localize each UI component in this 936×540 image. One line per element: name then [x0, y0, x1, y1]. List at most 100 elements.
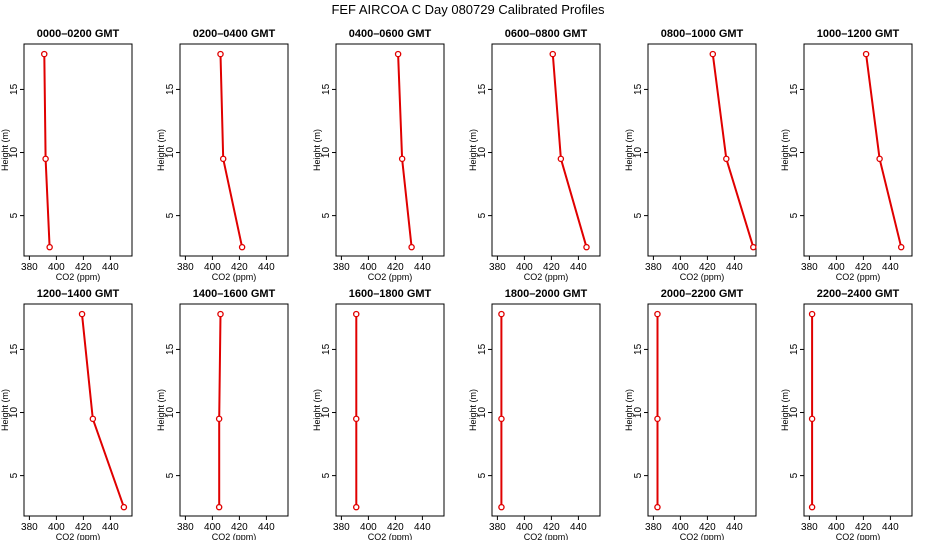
- y-tick-label: 15: [477, 83, 488, 95]
- plot-frame: [491, 303, 601, 517]
- data-point: [215, 415, 223, 423]
- x-tick-label: 380: [177, 522, 194, 533]
- y-tick-label: 10: [9, 147, 20, 159]
- y-tick-label: 10: [165, 147, 176, 159]
- data-point: [723, 155, 730, 163]
- x-tick-label: 400: [360, 262, 377, 273]
- data-point: [217, 310, 224, 318]
- panel-title: 0200–0400 GMT: [193, 28, 276, 40]
- data-point: [654, 503, 661, 511]
- y-tick-label: 5: [477, 472, 488, 478]
- profile-panel: 1200–1400 GMT 380 400 420 440 5 10 15 CO2 (ppm) H…: [0, 288, 133, 540]
- plot-frame: [23, 303, 133, 517]
- x-tick-label: 400: [828, 262, 845, 273]
- x-tick-label: 440: [258, 262, 275, 273]
- x-tick-label: 400: [360, 522, 377, 533]
- x-tick-label: 400: [48, 262, 65, 273]
- y-axis-label: Height (m): [624, 389, 634, 431]
- x-tick-label: 380: [21, 522, 38, 533]
- y-tick-label: 15: [789, 83, 800, 95]
- profile-panel: 0000–0200 GMT 380 400 420 440 5 10 15 CO2 (ppm) H…: [0, 28, 133, 282]
- y-axis-label: Height (m): [0, 389, 10, 431]
- x-tick-label: 440: [570, 522, 587, 533]
- y-tick-label: 10: [321, 147, 332, 159]
- plot-frame: [647, 303, 757, 517]
- x-tick-label: 420: [855, 262, 872, 273]
- x-tick-label: 380: [21, 262, 38, 273]
- profile-line: [219, 54, 244, 248]
- profile-line: [711, 53, 755, 248]
- x-tick-label: 420: [543, 522, 560, 533]
- x-tick-label: 420: [543, 262, 560, 273]
- profile-panel: 0400–0600 GMT 380 400 420 440 5 10 15 CO2 (ppm) H…: [312, 28, 445, 282]
- x-tick-label: 440: [882, 522, 899, 533]
- data-point: [876, 155, 883, 163]
- profile-panel: 2000–2200 GMT 380 400 420 440 5 10 15 CO2 (ppm) H…: [624, 288, 757, 540]
- y-tick-label: 5: [633, 212, 644, 218]
- y-tick-label: 5: [789, 212, 800, 218]
- y-tick-label: 15: [633, 343, 644, 355]
- data-point: [238, 243, 246, 251]
- data-point: [352, 310, 360, 318]
- x-tick-label: 440: [414, 522, 431, 533]
- data-point: [46, 243, 53, 251]
- plot-frame: [803, 43, 913, 257]
- x-tick-label: 440: [102, 522, 119, 533]
- data-point: [215, 503, 223, 511]
- x-tick-label: 380: [801, 262, 818, 273]
- y-axis-label: Height (m): [0, 129, 10, 171]
- plot-frame: [803, 303, 913, 517]
- data-point: [498, 503, 505, 511]
- data-point: [808, 415, 816, 423]
- y-axis-label: Height (m): [156, 129, 166, 171]
- x-tick-label: 420: [387, 522, 404, 533]
- data-point: [352, 503, 360, 511]
- y-axis-label: Height (m): [624, 129, 634, 171]
- data-point: [583, 243, 590, 251]
- y-tick-label: 5: [165, 212, 176, 218]
- data-point: [897, 243, 905, 251]
- x-tick-label: 380: [801, 522, 818, 533]
- data-point: [808, 310, 816, 318]
- data-point: [557, 155, 565, 163]
- plot-frame: [179, 303, 289, 517]
- profile-line: [397, 54, 413, 248]
- x-tick-label: 380: [177, 262, 194, 273]
- profile-panel: 1000–1200 GMT 380 400 420 440 5 10 15 CO2 (ppm) H…: [780, 28, 913, 282]
- panel-title: 1200–1400 GMT: [37, 288, 120, 300]
- x-axis-label: CO2 (ppm): [56, 532, 101, 540]
- x-tick-label: 400: [516, 522, 533, 533]
- panel-title: 0800–1000 GMT: [661, 28, 744, 40]
- y-tick-label: 5: [633, 472, 644, 478]
- x-tick-label: 440: [882, 262, 899, 273]
- x-axis-label: CO2 (ppm): [368, 532, 413, 540]
- x-tick-label: 440: [726, 262, 743, 273]
- x-tick-label: 440: [570, 262, 587, 273]
- x-axis-label: CO2 (ppm): [524, 532, 569, 540]
- data-point: [498, 310, 505, 318]
- x-tick-label: 420: [387, 262, 404, 273]
- data-point: [408, 243, 415, 251]
- profile-line: [865, 53, 903, 248]
- x-tick-label: 420: [699, 522, 716, 533]
- y-tick-label: 10: [321, 407, 332, 419]
- x-tick-label: 440: [726, 522, 743, 533]
- x-tick-label: 400: [672, 262, 689, 273]
- x-tick-label: 400: [204, 522, 221, 533]
- y-tick-label: 5: [321, 472, 332, 478]
- profile-panel: 1600–1800 GMT 380 400 420 440 5 10 15 CO2 (ppm) H…: [312, 288, 445, 540]
- x-tick-label: 400: [48, 522, 65, 533]
- x-tick-label: 440: [258, 522, 275, 533]
- profile-panel: 1400–1600 GMT 380 400 420 440 5 10 15 CO2 (ppm) H…: [156, 288, 289, 540]
- data-point: [654, 310, 661, 318]
- y-axis-label: Height (m): [468, 129, 478, 171]
- profile-panel: 0200–0400 GMT 380 400 420 440 5 10 15 CO2 (ppm) H…: [156, 28, 289, 282]
- panel-title: 0400–0600 GMT: [349, 28, 432, 40]
- x-tick-label: 380: [645, 262, 662, 273]
- x-axis-label: CO2 (ppm): [212, 272, 257, 282]
- y-tick-label: 15: [9, 343, 20, 355]
- panel-title: 2000–2200 GMT: [661, 288, 744, 300]
- y-tick-label: 15: [789, 343, 800, 355]
- y-tick-label: 5: [477, 212, 488, 218]
